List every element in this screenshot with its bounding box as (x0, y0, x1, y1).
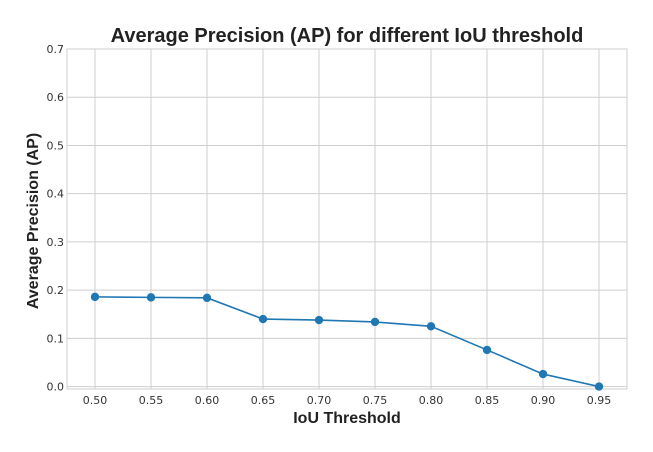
x-tick-label: 0.90 (531, 394, 556, 407)
y-tick-label: 0.7 (47, 43, 65, 56)
x-tick-label: 0.70 (307, 394, 332, 407)
tick-labels: 0.50 0.55 0.60 0.65 0.70 0.75 0.80 0.85 0.90 0.95… (47, 43, 612, 407)
x-tick-label: 0.75 (363, 394, 388, 407)
x-tick-label: 0.55 (139, 394, 164, 407)
data-point (594, 382, 604, 391)
series-line (94, 296, 600, 388)
y-axis-label: Average Precision (AP) (25, 133, 42, 309)
y-tick-label: 0.2 (47, 284, 65, 297)
data-point (370, 317, 380, 327)
data-point (90, 292, 100, 302)
x-axis-label: IoU Threshold (293, 410, 401, 427)
data-point (538, 369, 548, 379)
x-tick-label: 0.80 (419, 394, 444, 407)
x-tick-label: 0.95 (587, 394, 612, 407)
y-tick-label: 0.3 (47, 236, 65, 249)
data-point (146, 293, 156, 302)
data-point (202, 293, 212, 303)
x-tick-label: 0.50 (83, 394, 108, 407)
y-tick-label: 0.0 (47, 381, 65, 394)
plot-frame (66, 48, 628, 390)
y-tick-label: 0.5 (47, 139, 65, 152)
data-point (426, 322, 436, 331)
x-tick-label: 0.60 (195, 394, 220, 407)
y-tick-label: 0.1 (47, 332, 65, 345)
y-tick-label: 0.6 (47, 91, 65, 104)
chart-title: Average Precision (AP) for different IoU… (111, 25, 584, 47)
x-tick-label: 0.65 (251, 394, 276, 407)
data-point (314, 315, 324, 325)
grid (67, 48, 627, 389)
series-layer (90, 292, 604, 391)
data-point (258, 314, 268, 324)
y-tick-label: 0.4 (47, 188, 65, 201)
x-tick-label: 0.85 (475, 394, 500, 407)
data-point (482, 345, 492, 355)
